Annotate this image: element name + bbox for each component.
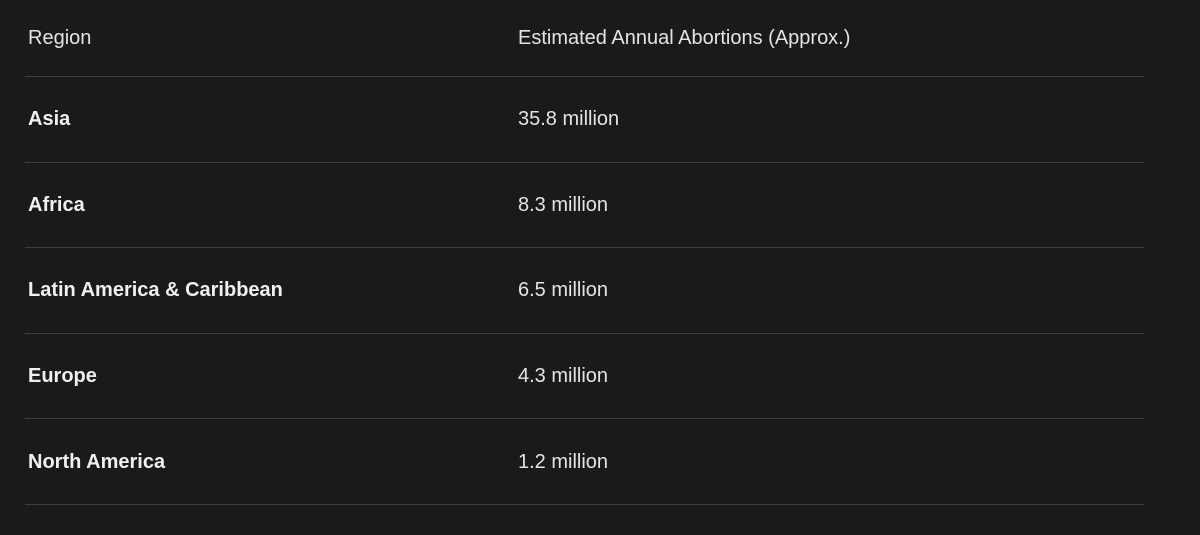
abortions-by-region-table: Region Estimated Annual Abortions (Appro… — [25, 0, 1144, 505]
column-header-estimated-annual-abortions: Estimated Annual Abortions (Approx.) — [518, 27, 851, 49]
value-cell-europe: 4.3 million — [518, 365, 609, 388]
table-row: Latin America & Caribbean 6.5 million — [25, 248, 1144, 334]
region-cell-asia: Asia — [28, 108, 71, 131]
column-header-region: Region — [28, 27, 92, 49]
region-cell-latin-america-caribbean: Latin America & Caribbean — [28, 279, 283, 302]
table-row: Africa 8.3 million — [25, 163, 1144, 249]
value-cell-asia: 35.8 million — [518, 108, 620, 131]
region-cell-africa: Africa — [28, 193, 85, 216]
region-cell-north-america: North America — [28, 450, 166, 473]
table-row: North America 1.2 million — [25, 419, 1144, 505]
value-cell-latin-america-caribbean: 6.5 million — [518, 279, 609, 302]
table-header-row: Region Estimated Annual Abortions (Appro… — [25, 0, 1144, 77]
value-cell-africa: 8.3 million — [518, 193, 609, 216]
region-cell-europe: Europe — [28, 365, 97, 388]
table-row: Europe 4.3 million — [25, 334, 1144, 420]
value-cell-north-america: 1.2 million — [518, 450, 609, 473]
table-row: Asia 35.8 million — [25, 77, 1144, 163]
